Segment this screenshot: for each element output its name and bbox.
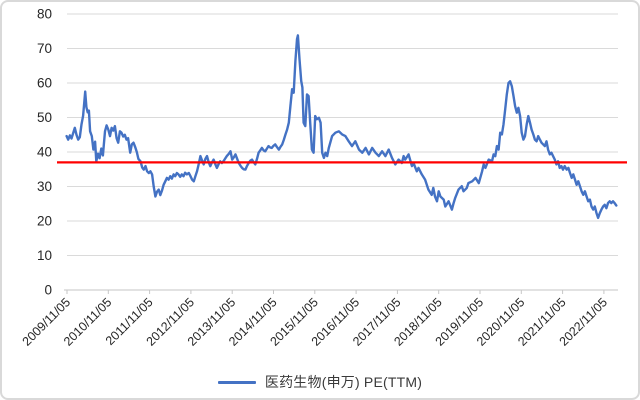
svg-text:10: 10 bbox=[37, 248, 52, 263]
legend-label: 医药生物(申万) PE(TTM) bbox=[264, 374, 423, 390]
series-line bbox=[65, 34, 618, 220]
svg-text:70: 70 bbox=[37, 41, 52, 56]
y-axis-labels: 0 10 20 30 40 50 60 70 80 bbox=[37, 7, 52, 298]
svg-text:80: 80 bbox=[37, 7, 52, 22]
chart-legend: 医药生物(申万) PE(TTM) bbox=[2, 370, 638, 394]
svg-text:0: 0 bbox=[44, 283, 52, 298]
svg-text:30: 30 bbox=[37, 179, 52, 194]
svg-text:50: 50 bbox=[37, 110, 52, 125]
svg-text:40: 40 bbox=[37, 145, 52, 160]
x-axis-labels: 2009/11/052010/11/052011/11/052012/11/05… bbox=[20, 295, 610, 349]
svg-text:20: 20 bbox=[37, 214, 52, 229]
x-axis-ticks bbox=[66, 290, 605, 294]
legend-line-marker bbox=[217, 380, 256, 384]
svg-text:60: 60 bbox=[37, 76, 52, 91]
gridlines bbox=[67, 13, 618, 256]
